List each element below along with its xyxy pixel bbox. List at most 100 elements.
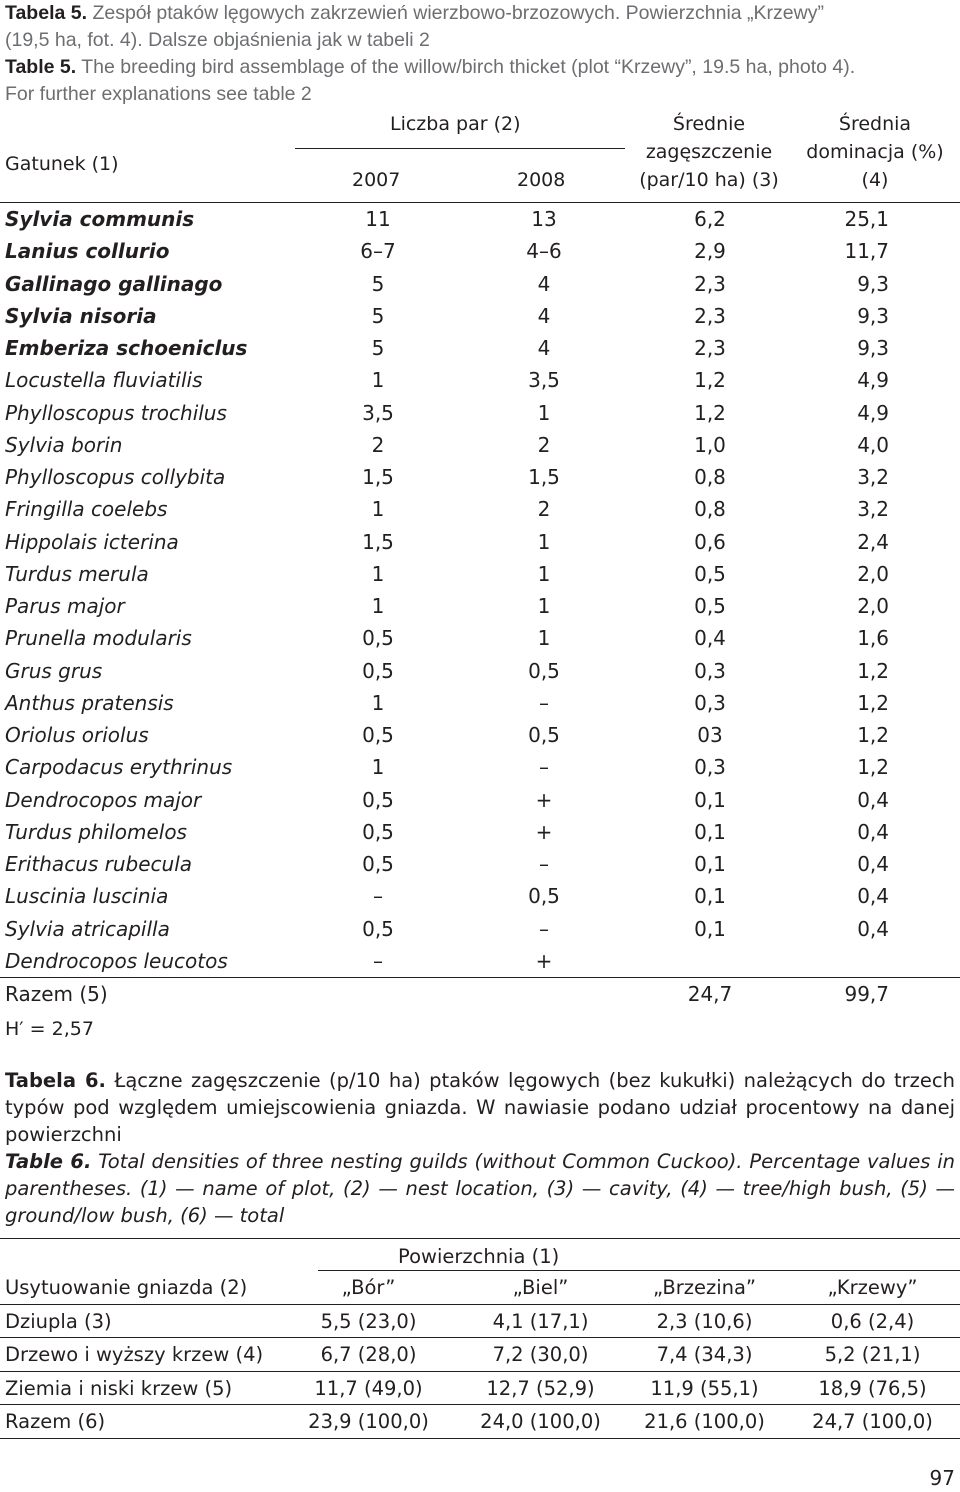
pairs-2007-cell: 5 (371, 303, 385, 328)
dominance-cell: 2,4 (857, 529, 889, 554)
table-row: Sylvia borin 2 2 1,0 4,0 (0, 429, 960, 461)
pairs-2007-cell: 1,5 (362, 465, 394, 489)
species-cell: Anthus pratensis (5, 690, 174, 715)
table5: Gatunek (1) Liczba par (2) 2007 2008 Śre… (0, 110, 960, 1010)
header-density-line1: Średnie (672, 113, 746, 135)
species-cell: Erithacus rubecula (5, 852, 193, 876)
dominance-cell: 0,4 (857, 787, 889, 812)
density-cell: 2,3 (694, 271, 726, 296)
header-group-rule (295, 148, 625, 149)
species-cell: Turdus philomelos (5, 819, 187, 844)
pairs-2007-cell: 0,5 (362, 787, 394, 812)
density-cell: 0,5 (694, 594, 726, 618)
pairs-2008-cell: + (535, 819, 553, 844)
table5-caption-pl-text1: Zespół ptaków lęgowych zakrzewień wierzb… (92, 2, 824, 24)
header-density-line2: zagęszczenie (645, 141, 773, 163)
density-cell: 0,1 (694, 787, 726, 812)
table-row: Gallinago gallinago 5 4 2,3 9,3 (0, 268, 960, 300)
pairs-2008-cell: 1 (537, 626, 551, 651)
table-row: Sylvia nisoria 5 4 2,3 9,3 (0, 300, 960, 332)
species-cell: Prunella modularis (5, 626, 192, 651)
diversity-index: H′ = 2,57 (5, 1018, 94, 1040)
header-dominance-line2: dominacja (%) (806, 141, 944, 163)
pairs-2008-cell: 1,5 (528, 465, 560, 489)
header-dominance-line3: (4) (861, 169, 889, 191)
species-cell: Carpodacus erythrinus (5, 755, 233, 780)
table-row: Prunella modularis 0,5 1 0,4 1,6 (0, 622, 960, 654)
density-value-cell: 5,5 (23,0) (320, 1309, 417, 1333)
pairs-2007-cell: 1,5 (362, 529, 394, 554)
density-value-cell: 5,2 (21,1) (824, 1343, 921, 1366)
dominance-cell: 1,2 (857, 690, 889, 715)
table-row: Hippolais icterina 1,5 1 0,6 2,4 (0, 526, 960, 558)
dominance-cell: 9,3 (857, 303, 889, 328)
density-cell: 03 (697, 723, 723, 747)
pairs-2007-cell: 0,5 (362, 916, 394, 941)
table5-header: Gatunek (1) Liczba par (2) 2007 2008 Śre… (0, 110, 960, 203)
density-value-cell: 0,6 (2,4) (830, 1309, 915, 1333)
table-row: Phylloscopus collybita 1,5 1,5 0,8 3,2 (0, 461, 960, 493)
header-species: Gatunek (1) (5, 153, 119, 175)
species-cell: Luscinia luscinia (5, 884, 169, 909)
header-year-2007: 2007 (352, 169, 401, 191)
dominance-cell: 0,4 (857, 884, 889, 909)
species-cell: Locustella fluviatilis (5, 368, 203, 393)
nest-location-label: Drzewo i wyższy krzew (4) (5, 1343, 264, 1366)
pairs-2007-cell: 1 (371, 690, 385, 715)
table6-caption-en-text: Total densities of three nesting guilds … (5, 1150, 956, 1227)
density-value-cell: 11,9 (55,1) (650, 1376, 759, 1400)
pairs-2007-cell: 6–7 (360, 239, 396, 264)
table-row: Oriolus oriolus 0,5 0,5 03 1,2 (0, 719, 960, 751)
species-cell: Gallinago gallinago (5, 271, 223, 296)
total-dominance: 99,7 (844, 982, 889, 1006)
pairs-2008-cell: – (539, 916, 549, 941)
density-cell: 1,0 (694, 432, 726, 457)
table-row: Dendrocopos major 0,5 +0,1 0,4 (0, 784, 960, 816)
table5-caption-en-text1: The breeding bird assemblage of the will… (81, 56, 856, 78)
pairs-2008-cell: – (539, 755, 549, 780)
dominance-cell: 3,2 (857, 497, 889, 522)
density-value-cell: 6,7 (28,0) (320, 1343, 417, 1366)
pairs-2008-cell: + (535, 787, 553, 812)
table6-row-header: Usytuowanie gniazda (2) (5, 1276, 248, 1299)
table5-caption: Tabela 5. Zespół ptaków lęgowych zakrzew… (5, 0, 955, 108)
dominance-cell: 3,2 (857, 465, 889, 489)
total-label: Razem (5) (5, 982, 108, 1006)
dominance-cell: 1,2 (857, 658, 889, 683)
density-cell: 0,8 (694, 497, 726, 522)
pairs-2007-cell: 5 (371, 271, 385, 296)
dominance-cell: 4,0 (857, 432, 889, 457)
nest-location-label: Ziemia i niski krzew (5) (5, 1376, 233, 1400)
table5-caption-en-line2: For further explanations see table 2 (5, 81, 955, 108)
pairs-2008-cell: 0,5 (528, 884, 560, 909)
pairs-2007-cell: 1 (371, 594, 385, 618)
table6-column-header-row: Usytuowanie gniazda (2) „Bór” „Biel” „Br… (0, 1271, 960, 1305)
pairs-2008-cell: 4 (537, 336, 551, 360)
dominance-cell: 1,6 (857, 626, 889, 651)
density-value-cell: 7,2 (30,0) (492, 1343, 589, 1366)
table6-caption: Tabela 6. Łączne zagęszczenie (p/10 ha) … (5, 1067, 955, 1229)
table6-caption-pl-text: Łączne zagęszczenie (p/10 ha) ptaków lęg… (5, 1069, 955, 1146)
pairs-2007-cell: – (373, 884, 383, 909)
density-cell: 0,1 (694, 884, 726, 909)
table5-caption-pl-line2: (19,5 ha, fot. 4). Dalsze objaśnienia ja… (5, 27, 955, 54)
species-cell: Phylloscopus trochilus (5, 400, 227, 425)
density-value-cell: 24,0 (100,0) (480, 1410, 601, 1433)
dominance-cell: 4,9 (857, 368, 889, 393)
pairs-2008-cell: 1 (537, 529, 551, 554)
table-row: Carpodacus erythrinus 1 – 0,3 1,2 (0, 751, 960, 783)
species-cell: Emberiza schoeniclus (5, 336, 248, 360)
table-row: Lanius collurio 6–7 4–6 2,9 11,7 (0, 235, 960, 267)
pairs-2007-cell: 0,5 (362, 723, 394, 747)
density-cell: 0,1 (694, 916, 726, 941)
species-cell: Dendrocopos leucotos (5, 948, 228, 973)
pairs-2008-cell: 0,5 (528, 723, 560, 747)
header-year-2008: 2008 (517, 169, 566, 191)
table6-label-pl: Tabela 6. (5, 1069, 106, 1092)
dominance-cell: 9,3 (857, 271, 889, 296)
density-cell: 0,6 (694, 529, 726, 554)
species-cell: Sylvia communis (5, 207, 195, 231)
density-cell: 0,3 (694, 658, 726, 683)
table6-col-biel: „Biel” (512, 1276, 569, 1299)
